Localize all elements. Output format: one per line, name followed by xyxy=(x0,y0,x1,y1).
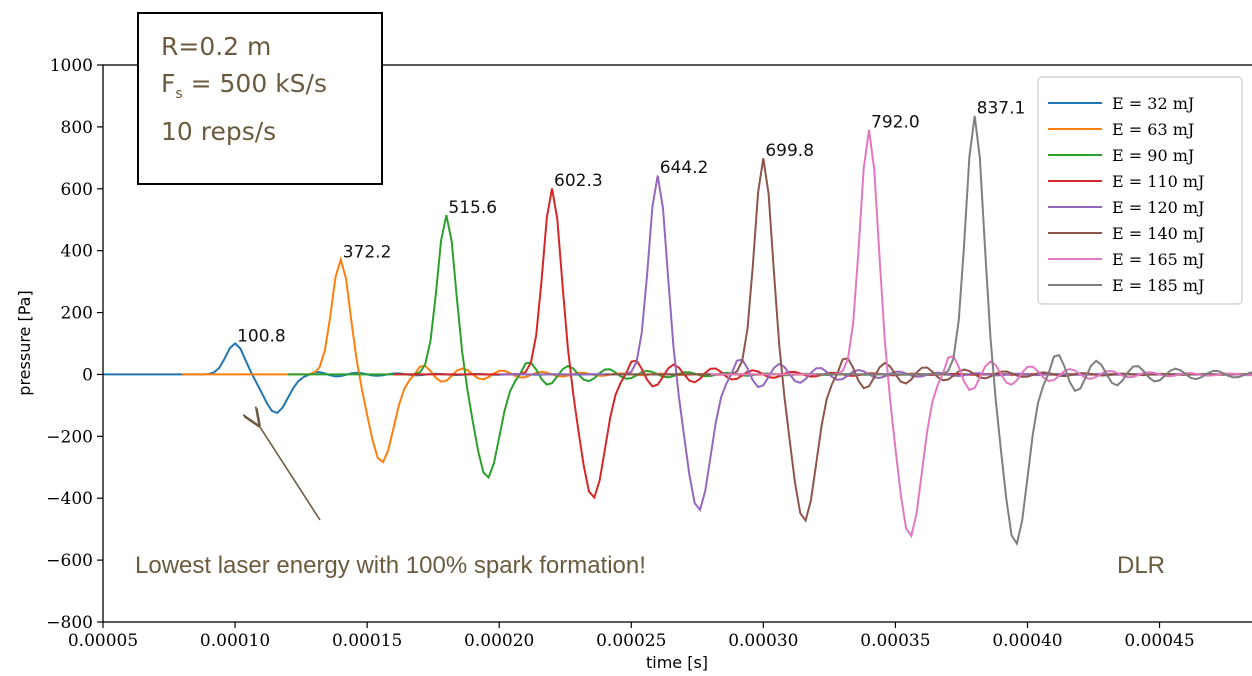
annotation-text: Lowest laser energy with 100% spark form… xyxy=(135,552,646,579)
legend-label: E = 140 mJ xyxy=(1112,224,1204,243)
legend-label: E = 32 mJ xyxy=(1112,94,1194,113)
info-sampling-rate: Fs = 500 kS/s xyxy=(161,65,381,113)
peak-value-label: 792.0 xyxy=(871,112,920,132)
info-reps: 10 reps/s xyxy=(161,117,277,146)
x-tick-label: 0.00005 xyxy=(68,631,138,651)
peak-labels: 100.8 372.2 515.6 602.3 644.2 699.8 792.0 837.1 xyxy=(237,98,1025,346)
y-tick-label: 0 xyxy=(82,365,93,385)
x-tick-label: 0.00015 xyxy=(332,631,402,651)
plot-frame xyxy=(102,64,1252,623)
legend-label: E = 110 mJ xyxy=(1112,172,1204,191)
annotation-arrow xyxy=(258,424,321,521)
legend-label: E = 120 mJ xyxy=(1112,198,1204,217)
legend-box xyxy=(1037,76,1243,305)
x-tick-label: 0.00035 xyxy=(860,631,930,651)
x-axis-label: time [s] xyxy=(646,653,708,672)
y-tick-label: 600 xyxy=(61,180,93,200)
fs-value: = 500 kS/s xyxy=(182,69,327,98)
y-tick-label: 1000 xyxy=(50,56,93,76)
series-line xyxy=(103,342,1252,415)
x-tick-label: 0.00040 xyxy=(992,631,1062,651)
peak-value-label: 837.1 xyxy=(977,98,1026,118)
info-box: R=0.2 m Fs = 500 kS/s 10 reps/s xyxy=(137,12,383,185)
y-tick-label: −600 xyxy=(46,551,93,571)
legend-label: E = 165 mJ xyxy=(1112,250,1204,269)
legend: E = 32 mJ E = 63 mJ E = 90 mJ E = 110 mJ E =… xyxy=(1037,76,1243,305)
x-tick-label: 0.00020 xyxy=(464,631,534,651)
peak-value-label: 100.8 xyxy=(237,326,286,346)
peak-value-label: 644.2 xyxy=(660,158,709,178)
peak-value-label: 699.8 xyxy=(765,141,814,161)
fs-subscript: s xyxy=(175,86,183,102)
dlr-watermark: DLR xyxy=(1117,552,1165,579)
y-axis-label: pressure [Pa] xyxy=(15,290,34,395)
peak-value-label: 372.2 xyxy=(343,242,392,262)
y-tick-label: 800 xyxy=(61,118,93,138)
legend-label: E = 63 mJ xyxy=(1112,120,1194,139)
peak-value-label: 602.3 xyxy=(554,171,603,191)
x-tick-label: 0.00045 xyxy=(1124,631,1194,651)
series-line xyxy=(816,115,1252,547)
y-tick-label: −400 xyxy=(46,489,93,509)
fs-symbol: F xyxy=(161,69,176,98)
y-tick-label: −800 xyxy=(46,613,93,633)
y-tick-label: 400 xyxy=(61,242,93,262)
legend-label: E = 90 mJ xyxy=(1112,146,1194,165)
info-radius: R=0.2 m xyxy=(161,32,272,61)
x-tick-label: 0.00025 xyxy=(596,631,666,651)
x-tick-label: 0.00010 xyxy=(200,631,270,651)
plot-lines xyxy=(103,115,1252,547)
axis-ticks: −800 −600 −400 −200 0 200 400 600 800 1000 0.00005… xyxy=(46,56,1194,651)
legend-label: E = 185 mJ xyxy=(1112,276,1204,295)
y-tick-label: −200 xyxy=(46,427,93,447)
x-tick-label: 0.00030 xyxy=(728,631,798,651)
peak-value-label: 515.6 xyxy=(448,198,497,218)
y-tick-label: 200 xyxy=(61,304,93,324)
